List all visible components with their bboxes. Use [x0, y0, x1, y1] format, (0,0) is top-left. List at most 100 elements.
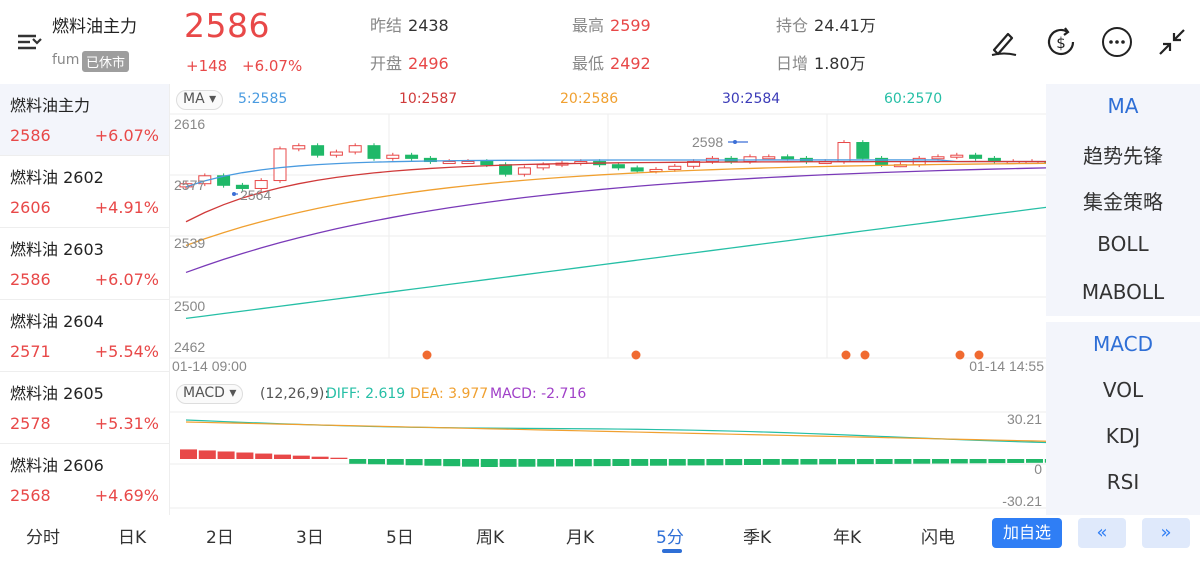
macd-bar: [480, 459, 498, 467]
macd-value: MACD: -2.716: [490, 386, 587, 402]
macd-bar: [349, 459, 367, 464]
more-icon[interactable]: [1099, 24, 1135, 60]
macd-bar: [311, 456, 329, 459]
macd-params: (12,26,9):: [260, 386, 330, 402]
indicator-macd[interactable]: MACD: [1093, 332, 1153, 356]
indicator-rsi[interactable]: RSI: [1106, 470, 1140, 494]
macd-bar: [969, 459, 987, 464]
tab-daily[interactable]: 日K: [118, 528, 147, 548]
indicator-vol[interactable]: VOL: [1102, 378, 1144, 402]
macd-bar: [687, 459, 705, 466]
list-item[interactable]: 燃料油 2605 2578 +5.31%: [0, 372, 169, 444]
macd-bar: [838, 459, 855, 465]
macd-bar: [744, 459, 761, 465]
draw-icon[interactable]: [986, 24, 1022, 60]
candle: [329, 151, 343, 156]
list-item[interactable]: 燃料油 2602 2606 +4.91%: [0, 156, 169, 228]
signal-dot: [860, 350, 870, 360]
list-item[interactable]: 燃料油 2603 2586 +6.07%: [0, 228, 169, 300]
candle: [311, 145, 325, 156]
list-menu-icon[interactable]: [16, 30, 44, 54]
indicator-trend[interactable]: 趋势先锋: [1083, 144, 1163, 168]
candle: [442, 161, 456, 165]
ma60-line: [185, 206, 1046, 320]
macd-bar: [255, 453, 273, 459]
indicator-ma[interactable]: MA: [1107, 94, 1139, 118]
tab-lightning[interactable]: 闪电: [921, 528, 955, 548]
svg-text:$: $: [1056, 34, 1066, 52]
tab-5day[interactable]: 5日: [386, 528, 414, 548]
ma-indicator-select[interactable]: MA ▾: [176, 90, 224, 110]
tab-yearly[interactable]: 年K: [833, 528, 862, 548]
ma20-label: 20:2586: [560, 91, 619, 107]
price-change-pct: +6.07%: [242, 57, 303, 75]
ma30-label: 30:2584: [722, 91, 781, 107]
macd-tick: 0: [1034, 461, 1042, 477]
candle: [386, 154, 400, 159]
candle: [762, 156, 776, 160]
signal-dot: [955, 350, 965, 360]
stat-daily-increase: 日增 1.80万: [776, 54, 866, 73]
ma5-line: [185, 159, 1046, 188]
y-tick: 2462: [174, 339, 205, 355]
macd-tick: 30.21: [1007, 411, 1042, 427]
candle: [1044, 161, 1046, 165]
macd-bar: [668, 459, 686, 466]
prev-button[interactable]: «: [1078, 518, 1126, 548]
stat-low: 最低 2492: [572, 54, 651, 73]
macd-bar: [1007, 459, 1025, 463]
macd-bar: [462, 459, 479, 467]
macd-indicator-select[interactable]: MACD ▾: [176, 384, 244, 404]
collapse-icon[interactable]: [1154, 24, 1190, 60]
signal-dots: [422, 350, 984, 360]
currency-icon[interactable]: $: [1043, 24, 1079, 60]
candle: [480, 161, 494, 166]
ma30-line: [185, 167, 1046, 274]
ma10-label: 10:2587: [399, 91, 458, 107]
macd-bar: [932, 459, 949, 464]
candle: [611, 164, 625, 169]
y-tick: 2616: [174, 116, 205, 132]
tab-timeshare[interactable]: 分时: [26, 528, 60, 548]
macd-bar: [198, 450, 216, 459]
indicator-maboll[interactable]: MABOLL: [1081, 280, 1165, 304]
list-item[interactable]: 燃料油 2604 2571 +5.54%: [0, 300, 169, 372]
list-item[interactable]: 燃料油 2606 2568 +4.69%: [10, 456, 159, 505]
candle: [687, 161, 701, 167]
add-watchlist-button[interactable]: 加自选: [992, 518, 1062, 548]
macd-bar: [725, 459, 743, 466]
tab-weekly[interactable]: 周K: [476, 528, 505, 548]
candle: [367, 145, 381, 159]
macd-bar: [781, 459, 799, 465]
signal-dot: [422, 350, 432, 360]
signal-dot: [841, 350, 851, 360]
header: 燃料油主力 fum 已休市 2586 +148 +6.07% 昨结 2438 最高…: [0, 0, 1200, 84]
tab-5min[interactable]: 5分: [656, 528, 684, 548]
macd-bar: [650, 459, 667, 466]
candle: [405, 154, 419, 159]
macd-bar: [800, 459, 818, 465]
candle: [931, 156, 945, 160]
macd-bar: [292, 455, 310, 459]
time-start: 01-14 09:00: [172, 358, 247, 374]
kline-chart-area[interactable]: 2616 2577 2539 2500 2462 01-14 09:00 01-…: [170, 84, 1046, 515]
tab-monthly[interactable]: 月K: [566, 528, 595, 548]
tab-quarterly[interactable]: 季K: [743, 528, 772, 548]
tab-3day[interactable]: 3日: [296, 528, 324, 548]
candle: [499, 164, 513, 175]
macd-bar: [368, 459, 385, 465]
y-tick: 2500: [174, 298, 205, 314]
candle: [235, 184, 249, 189]
sub-indicator-group: [1046, 322, 1200, 515]
macd-bar: [894, 459, 912, 464]
stat-high: 最高 2599: [572, 16, 651, 35]
candle: [273, 148, 287, 182]
next-button[interactable]: »: [1142, 518, 1190, 548]
macd-bar: [1026, 459, 1043, 463]
indicator-strategy[interactable]: 集金策略: [1083, 190, 1163, 214]
macd-bar: [819, 459, 837, 465]
tab-2day[interactable]: 2日: [206, 528, 234, 548]
indicator-boll[interactable]: BOLL: [1097, 232, 1149, 256]
list-item[interactable]: 燃料油主力 2586 +6.07%: [0, 84, 169, 156]
indicator-kdj[interactable]: KDJ: [1105, 424, 1141, 448]
